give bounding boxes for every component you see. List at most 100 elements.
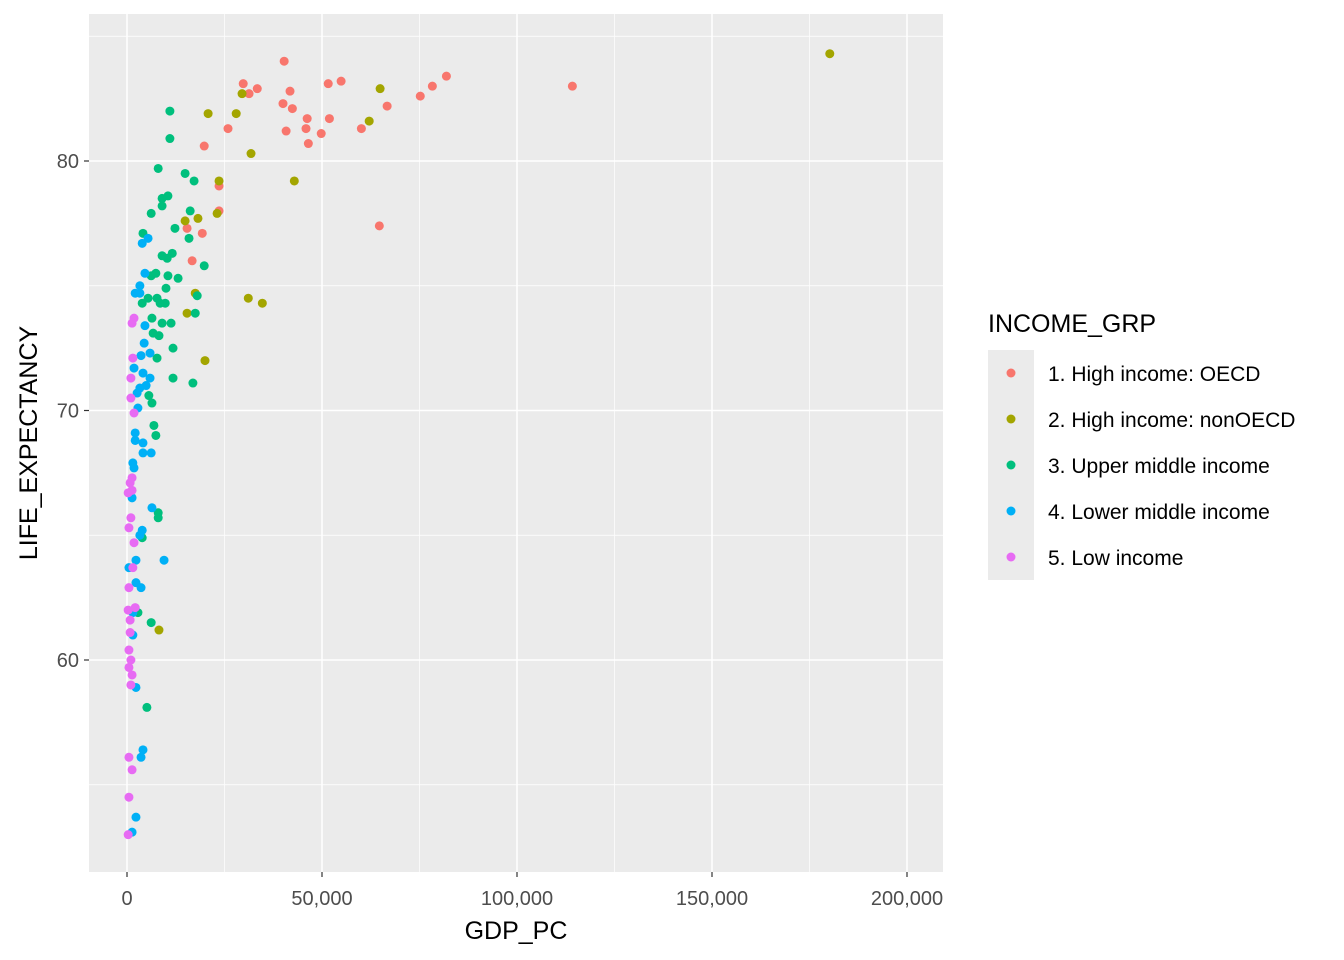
data-point-group-3 bbox=[137, 298, 147, 308]
data-point-group-4 bbox=[138, 448, 148, 458]
data-point-group-1 bbox=[324, 114, 334, 124]
data-point-group-4 bbox=[129, 363, 139, 373]
data-point-group-1 bbox=[374, 221, 384, 231]
data-point-group-2 bbox=[180, 216, 190, 226]
data-point-group-5 bbox=[127, 318, 137, 328]
data-point-group-1 bbox=[323, 79, 333, 89]
data-point-group-3 bbox=[161, 283, 171, 293]
data-point-group-1 bbox=[238, 79, 248, 89]
x-tick-label: 0 bbox=[121, 888, 132, 910]
plot-panel bbox=[89, 14, 943, 872]
data-point-group-4 bbox=[131, 812, 141, 822]
data-point-group-4 bbox=[129, 463, 139, 473]
data-point-group-5 bbox=[127, 670, 137, 680]
data-point-group-2 bbox=[200, 356, 210, 366]
data-point-group-3 bbox=[151, 430, 161, 440]
legend-key-1 bbox=[1006, 368, 1016, 378]
y-axis: 60 70 80 bbox=[57, 151, 89, 672]
data-point-group-1 bbox=[278, 99, 288, 109]
data-point-group-1 bbox=[281, 126, 291, 136]
data-point-group-3 bbox=[165, 134, 175, 144]
data-point-group-2 bbox=[243, 293, 253, 303]
data-point-group-3 bbox=[167, 248, 177, 258]
data-point-group-1 bbox=[336, 76, 346, 86]
data-point-group-3 bbox=[144, 391, 154, 401]
x-axis-title: GDP_PC bbox=[465, 917, 568, 945]
data-point-group-2 bbox=[214, 176, 224, 186]
data-point-group-3 bbox=[157, 318, 167, 328]
data-point-group-2 bbox=[231, 109, 241, 119]
data-point-group-2 bbox=[154, 625, 164, 635]
data-point-group-3 bbox=[157, 201, 167, 211]
data-point-group-4 bbox=[145, 348, 155, 358]
x-tick-label: 100,000 bbox=[481, 888, 553, 910]
x-tick-label: 200,000 bbox=[871, 888, 943, 910]
x-axis: 0 50,000 100,000 150,000 200,000 bbox=[121, 872, 943, 910]
data-point-group-3 bbox=[163, 271, 173, 281]
data-point-group-1 bbox=[427, 81, 437, 91]
data-point-group-1 bbox=[316, 129, 326, 139]
data-point-group-3 bbox=[188, 378, 198, 388]
data-point-group-1 bbox=[252, 84, 262, 94]
data-point-group-4 bbox=[138, 745, 148, 755]
data-point-group-1 bbox=[415, 91, 425, 101]
data-point-group-4 bbox=[159, 555, 169, 565]
legend-label: 5. Low income bbox=[1048, 547, 1183, 570]
data-point-group-5 bbox=[126, 393, 136, 403]
data-point-group-5 bbox=[126, 373, 136, 383]
legend-key-2 bbox=[1006, 414, 1016, 424]
legend-label: 2. High income: nonOECD bbox=[1048, 409, 1295, 432]
data-point-group-2 bbox=[182, 308, 192, 318]
data-point-group-4 bbox=[136, 351, 146, 361]
legend-key-4 bbox=[1006, 506, 1016, 516]
y-tick-label: 60 bbox=[57, 650, 79, 672]
grid-lines bbox=[89, 14, 943, 872]
data-point-group-3 bbox=[184, 233, 194, 243]
data-point-group-1 bbox=[279, 56, 289, 66]
data-point-group-2 bbox=[364, 116, 374, 126]
data-point-group-3 bbox=[166, 318, 176, 328]
data-point-group-5 bbox=[124, 792, 134, 802]
legend-key-5 bbox=[1006, 552, 1016, 562]
data-points bbox=[123, 49, 835, 840]
data-point-group-5 bbox=[127, 765, 137, 775]
data-point-group-1 bbox=[182, 223, 192, 233]
data-point-group-1 bbox=[223, 124, 233, 134]
data-point-group-5 bbox=[126, 513, 136, 523]
data-point-group-5 bbox=[123, 605, 133, 615]
data-point-group-3 bbox=[147, 313, 157, 323]
legend-label: 1. High income: OECD bbox=[1048, 363, 1260, 386]
data-point-group-4 bbox=[136, 583, 146, 593]
data-point-group-1 bbox=[285, 86, 295, 96]
data-point-group-4 bbox=[135, 288, 145, 298]
data-point-group-3 bbox=[147, 398, 157, 408]
data-point-group-4 bbox=[130, 428, 140, 438]
data-point-group-5 bbox=[129, 408, 139, 418]
legend-label: 3. Upper middle income bbox=[1048, 455, 1270, 478]
data-point-group-5 bbox=[124, 752, 134, 762]
data-point-group-3 bbox=[192, 291, 202, 301]
data-point-group-1 bbox=[199, 141, 209, 151]
data-point-group-3 bbox=[157, 193, 167, 203]
data-point-group-5 bbox=[126, 680, 136, 690]
data-point-group-4 bbox=[130, 435, 140, 445]
data-point-group-5 bbox=[126, 655, 136, 665]
data-point-group-2 bbox=[203, 109, 213, 119]
data-point-group-4 bbox=[138, 438, 148, 448]
data-point-group-4 bbox=[140, 321, 150, 331]
data-point-group-5 bbox=[123, 488, 133, 498]
data-point-group-5 bbox=[128, 353, 138, 363]
data-point-group-1 bbox=[187, 256, 197, 266]
data-point-group-5 bbox=[125, 615, 135, 625]
data-point-group-3 bbox=[190, 308, 200, 318]
data-point-group-5 bbox=[125, 478, 135, 488]
legend: INCOME_GRP 1. High income: OECD 2. High i… bbox=[988, 310, 1295, 580]
data-point-group-3 bbox=[160, 298, 170, 308]
data-point-group-3 bbox=[180, 168, 190, 178]
data-point-group-4 bbox=[147, 503, 157, 513]
data-point-group-3 bbox=[146, 208, 156, 218]
data-point-group-3 bbox=[142, 702, 152, 712]
data-point-group-4 bbox=[139, 338, 149, 348]
data-point-group-4 bbox=[138, 368, 148, 378]
legend-title: INCOME_GRP bbox=[988, 310, 1156, 338]
